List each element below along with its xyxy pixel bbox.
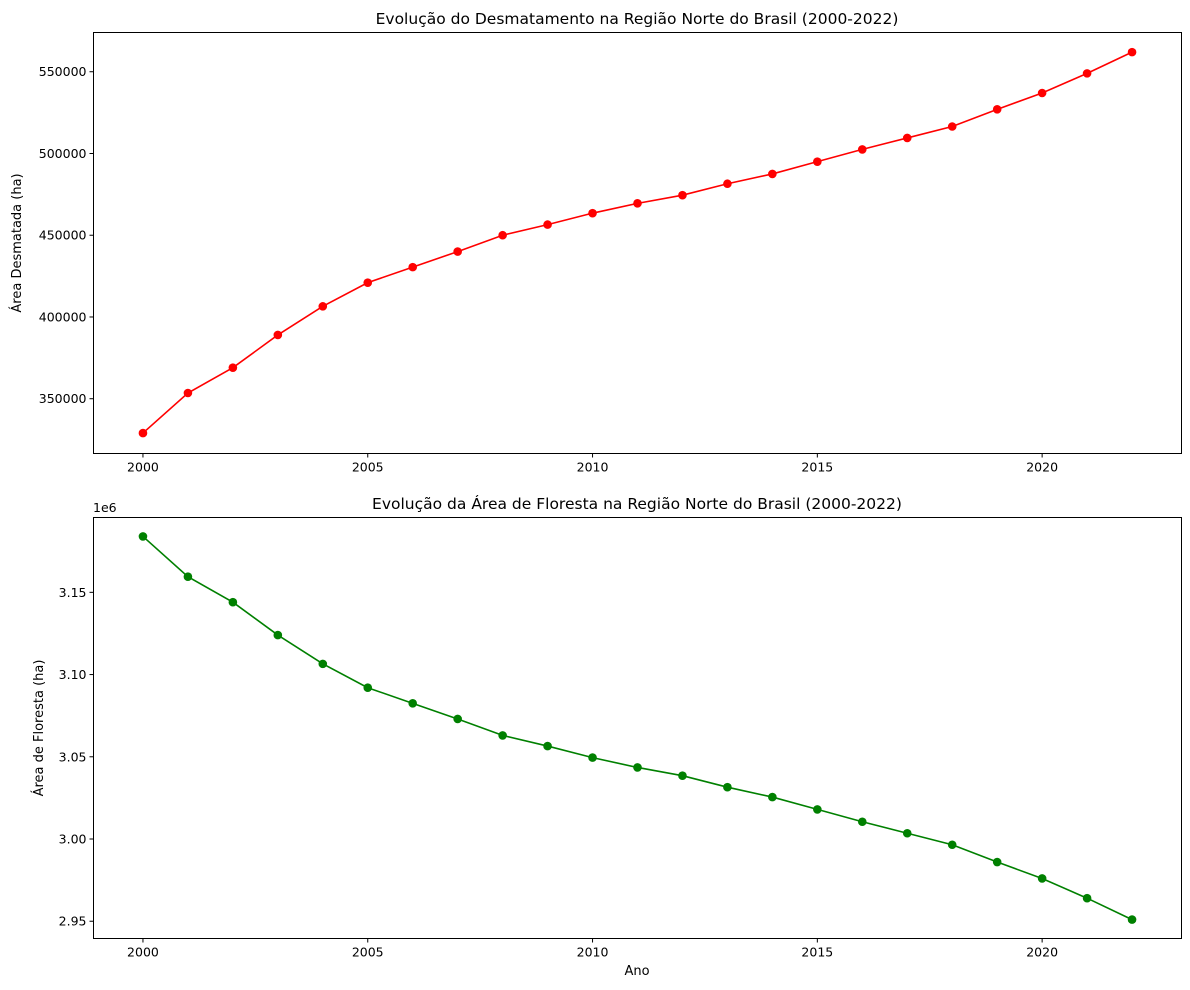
y-tick-label: 450000 <box>39 228 87 243</box>
plot-area <box>138 47 1137 438</box>
axes-frame <box>93 517 1182 939</box>
chart-title: Evolução do Desmatamento na Região Norte… <box>376 10 899 28</box>
data-point <box>318 302 328 311</box>
x-tick-label: 2010 <box>577 460 609 475</box>
data-point <box>138 532 148 541</box>
data-point <box>992 857 1002 867</box>
data-point <box>633 199 642 208</box>
data-point <box>768 792 777 802</box>
data-point <box>318 659 328 669</box>
data-point <box>273 630 283 640</box>
data-point <box>768 169 777 179</box>
x-axis-label: Ano <box>624 964 649 979</box>
data-point <box>857 817 867 827</box>
y-tick-label: 3.15 <box>59 585 87 600</box>
data-point <box>498 230 507 240</box>
y-tick-label: 350000 <box>39 391 87 406</box>
deforestation-chart: Evolução do Desmatamento na Região Norte… <box>9 10 1182 475</box>
plot-area <box>138 532 1137 924</box>
y-tick-label: 3.05 <box>59 749 87 764</box>
data-point <box>588 208 597 218</box>
data-point <box>363 278 373 287</box>
y-axis-label: Área de Floresta (ha) <box>31 660 47 797</box>
data-point <box>902 828 912 838</box>
data-point <box>723 179 732 189</box>
data-point <box>902 133 912 143</box>
tick-layer: 2000 2005 2010 2015 2020 350000 400000 450000 50… <box>39 64 1058 474</box>
x-tick-label: 2015 <box>801 460 833 475</box>
data-point <box>408 699 418 708</box>
y-tick-label: 2.95 <box>59 914 87 929</box>
x-tick-label: 2005 <box>352 945 384 960</box>
data-point <box>813 157 822 166</box>
data-point <box>138 428 148 438</box>
data-point <box>947 122 957 131</box>
data-point <box>813 805 822 814</box>
data-point <box>183 572 193 582</box>
offset-text: 1e6 <box>93 500 117 515</box>
data-point <box>228 597 238 607</box>
data-point <box>453 247 462 256</box>
data-point <box>1037 88 1047 98</box>
data-point <box>678 190 687 200</box>
data-point <box>678 771 687 780</box>
y-tick-label: 550000 <box>39 64 87 79</box>
tick-layer: 2000 2005 2010 2015 2020 2.95 3.00 3.05 3.10 3.15 <box>59 585 1058 960</box>
data-point <box>273 330 283 340</box>
data-point <box>1127 915 1137 924</box>
forest-area-chart: Evolução da Área de Floresta na Região N… <box>31 494 1182 979</box>
axes-frame <box>93 32 1182 454</box>
data-point <box>1037 874 1047 883</box>
x-tick-label: 2005 <box>352 460 384 475</box>
y-axis-label: Área Desmatada (ha) <box>9 173 25 312</box>
data-point <box>723 782 732 792</box>
data-point <box>588 753 597 762</box>
data-point <box>408 262 418 272</box>
data-point <box>228 363 238 372</box>
data-point <box>363 683 373 693</box>
data-point <box>543 741 552 751</box>
data-point <box>633 763 642 772</box>
data-point <box>543 220 552 229</box>
x-tick-label: 2010 <box>577 945 609 960</box>
data-point <box>453 714 462 724</box>
data-point <box>1082 893 1092 903</box>
y-tick-label: 3.10 <box>59 667 87 682</box>
y-tick-label: 400000 <box>39 309 87 324</box>
data-point <box>947 840 957 850</box>
x-tick-label: 2020 <box>1026 460 1058 475</box>
data-point <box>183 388 193 398</box>
y-tick-label: 500000 <box>39 146 87 161</box>
x-tick-label: 2000 <box>127 945 159 960</box>
y-tick-label: 3.00 <box>59 832 87 847</box>
chart-title: Evolução da Área de Floresta na Região N… <box>372 494 902 513</box>
data-point <box>1127 47 1137 57</box>
x-tick-label: 2020 <box>1026 945 1058 960</box>
data-point <box>1082 69 1092 78</box>
data-point <box>857 145 867 154</box>
x-tick-label: 2000 <box>127 460 159 475</box>
data-point <box>498 731 507 740</box>
data-point <box>992 105 1002 114</box>
x-tick-label: 2015 <box>801 945 833 960</box>
